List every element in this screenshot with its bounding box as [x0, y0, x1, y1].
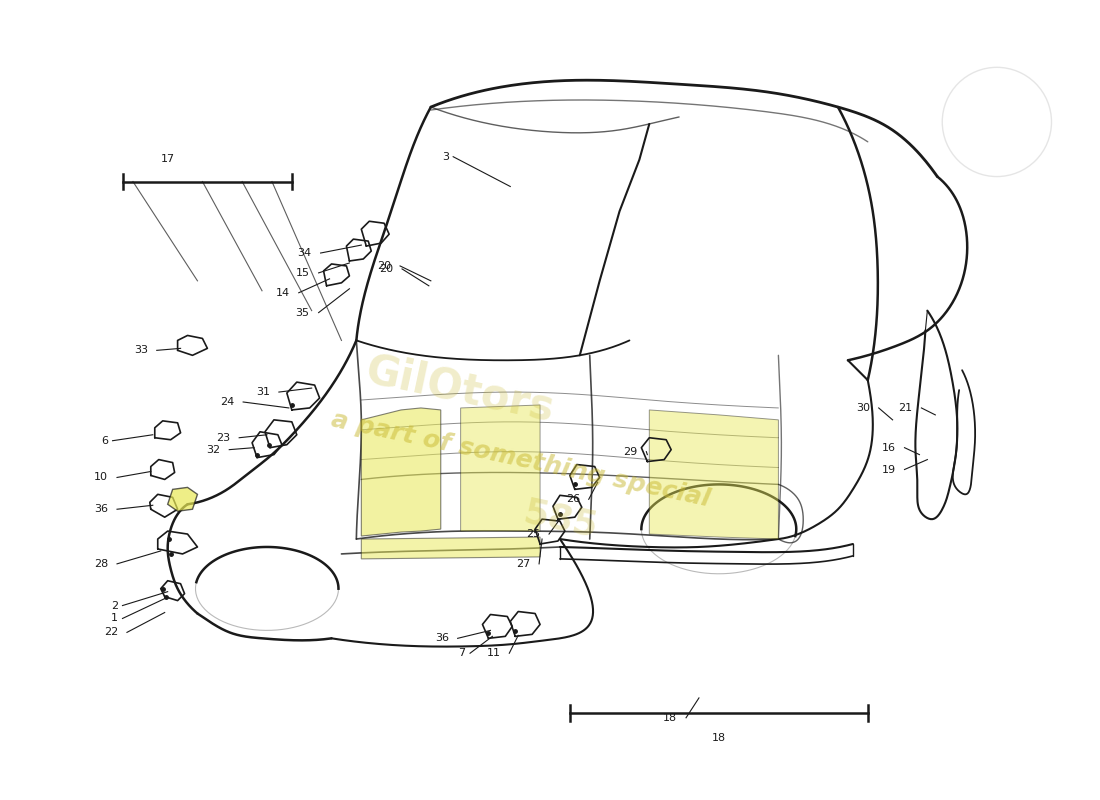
Text: GilOtors: GilOtors	[362, 350, 559, 430]
Text: 32: 32	[206, 445, 220, 454]
Text: 34: 34	[297, 248, 311, 258]
Text: 1: 1	[111, 614, 118, 623]
Polygon shape	[649, 410, 779, 539]
Polygon shape	[361, 537, 540, 559]
Text: 26: 26	[565, 494, 580, 504]
Text: 31: 31	[256, 387, 270, 397]
Text: 585: 585	[519, 494, 601, 544]
Text: a part of something special: a part of something special	[329, 408, 712, 511]
Text: 20: 20	[379, 264, 393, 274]
Text: 35: 35	[296, 308, 310, 318]
Text: 7: 7	[459, 648, 465, 658]
Text: 20: 20	[377, 261, 392, 271]
Text: 27: 27	[516, 559, 530, 569]
Text: 22: 22	[103, 627, 118, 638]
Text: 25: 25	[526, 529, 540, 539]
Text: 14: 14	[276, 288, 289, 298]
Text: 18: 18	[712, 733, 726, 742]
Text: 10: 10	[95, 473, 108, 482]
Text: 29: 29	[623, 446, 637, 457]
Text: 3: 3	[442, 152, 449, 162]
Polygon shape	[167, 487, 198, 511]
Text: 11: 11	[486, 648, 500, 658]
Text: 28: 28	[94, 559, 108, 569]
Polygon shape	[361, 408, 441, 536]
Text: 15: 15	[296, 268, 310, 278]
Text: 18: 18	[663, 713, 678, 722]
Text: 24: 24	[220, 397, 234, 407]
Text: 36: 36	[434, 634, 449, 643]
Text: 17: 17	[161, 154, 175, 164]
Text: 23: 23	[216, 433, 230, 442]
Text: 6: 6	[101, 436, 108, 446]
Text: 19: 19	[881, 465, 895, 474]
Polygon shape	[461, 405, 540, 531]
Text: 33: 33	[134, 346, 147, 355]
Text: 16: 16	[881, 442, 895, 453]
Text: 30: 30	[856, 403, 870, 413]
Text: 36: 36	[95, 504, 108, 514]
Text: 2: 2	[111, 601, 118, 610]
Text: 21: 21	[899, 403, 913, 413]
